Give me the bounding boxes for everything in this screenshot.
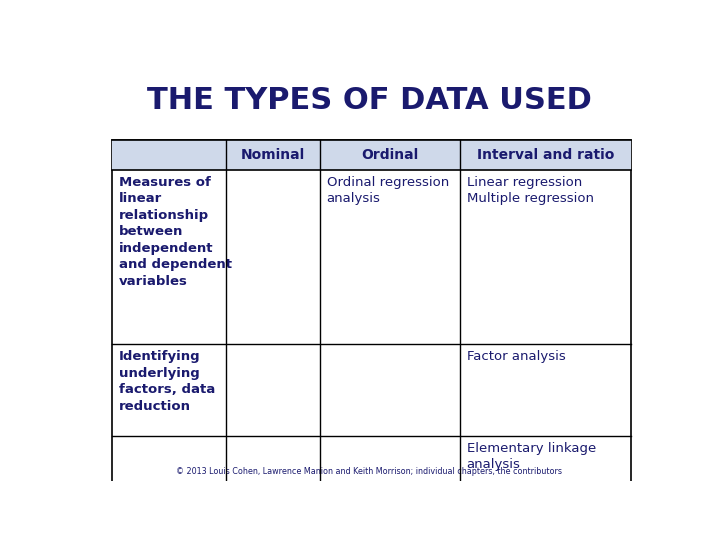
Text: Factor analysis: Factor analysis [467, 350, 565, 363]
Text: Linear regression
Multiple regression: Linear regression Multiple regression [467, 176, 594, 205]
Bar [112, 140, 631, 502]
Text: THE TYPES OF DATA USED: THE TYPES OF DATA USED [147, 85, 591, 114]
Text: Ordinal regression
analysis: Ordinal regression analysis [327, 176, 449, 205]
Text: Nominal: Nominal [241, 147, 305, 161]
Text: Ordinal: Ordinal [361, 147, 418, 161]
Text: Interval and ratio: Interval and ratio [477, 147, 614, 161]
Text: Identifying
underlying
factors, data
reduction: Identifying underlying factors, data red… [119, 350, 215, 413]
Text: Measures of
linear
relationship
between
independent
and dependent
variables: Measures of linear relationship between … [119, 176, 232, 288]
Text: Elementary linkage
analysis: Elementary linkage analysis [467, 442, 596, 471]
Bar [112, 140, 631, 170]
Text: © 2013 Louis Cohen, Lawrence Manion and Keith Morrison; individual chapters, the: © 2013 Louis Cohen, Lawrence Manion and … [176, 467, 562, 476]
